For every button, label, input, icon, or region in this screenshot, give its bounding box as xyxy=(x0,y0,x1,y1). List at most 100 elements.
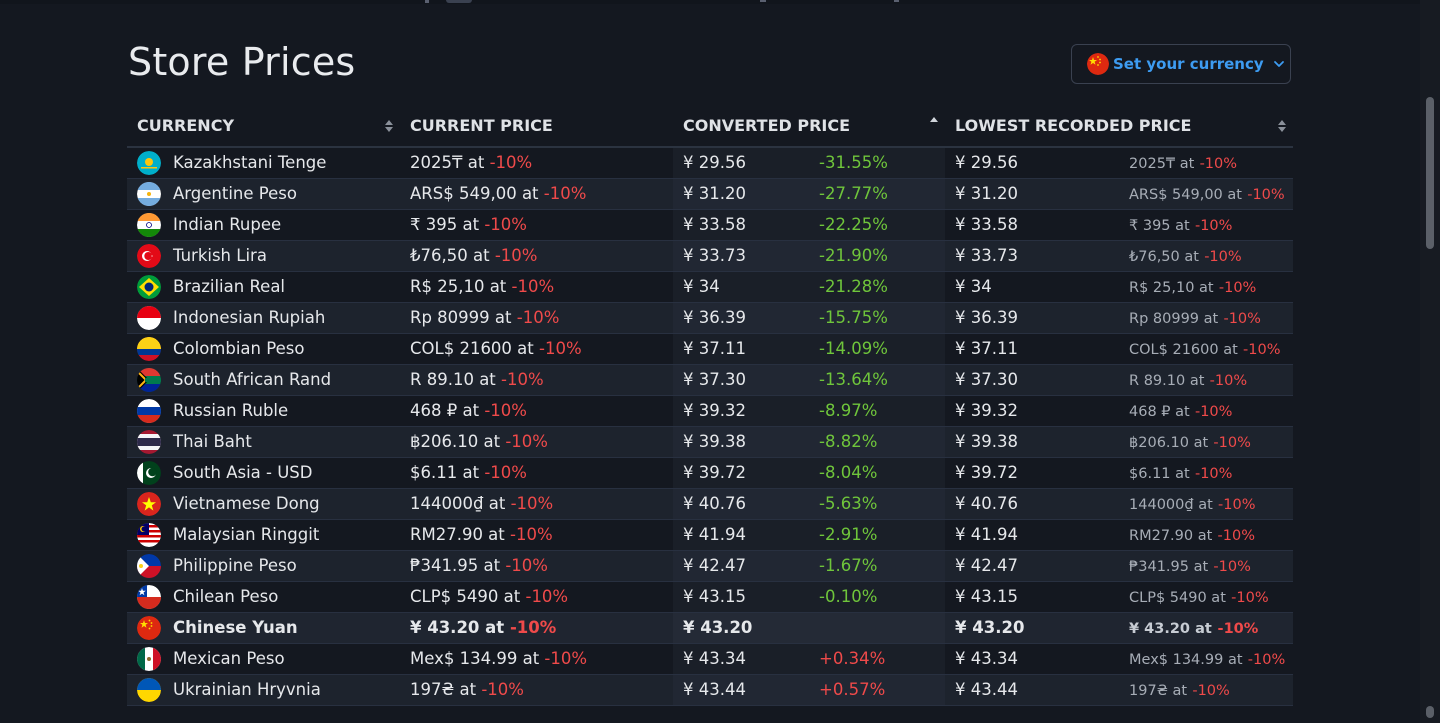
lowest-discount-badge: -10% xyxy=(1231,590,1269,606)
converted-price-cell: ¥ 43.34 xyxy=(673,643,809,675)
currency-name: Thai Baht xyxy=(173,432,252,451)
converted-price-cell: ¥ 37.30 xyxy=(673,364,809,396)
currency-cell: Thai Baht xyxy=(127,426,400,458)
currency-cell: Indonesian Rupiah xyxy=(127,302,400,334)
discount-badge: -10% xyxy=(516,308,560,327)
currency-name: South African Rand xyxy=(173,370,332,389)
lowest-discount-badge: -10% xyxy=(1247,187,1285,203)
sort-ascending-icon[interactable] xyxy=(929,116,939,126)
sort-icon[interactable] xyxy=(384,117,394,135)
brazil-flag-icon xyxy=(137,274,161,299)
discount-badge: -10% xyxy=(544,649,588,668)
converted-price: ¥ 41.94 xyxy=(683,525,746,544)
price-difference-cell: -8.82% xyxy=(809,426,946,458)
lowest-original-price: R$ 25,10 at xyxy=(1129,280,1214,296)
converted-price: ¥ 36.39 xyxy=(683,308,746,327)
current-price-cell: ARS$ 549,00 at -10% xyxy=(400,178,673,210)
currency-cell: Vietnamese Dong xyxy=(127,488,400,520)
lowest-price-cell: ¥ 39.72 xyxy=(945,457,1120,489)
lowest-original-price-cell: R$ 25,10 at -10% xyxy=(1119,271,1294,303)
currency-name: Mexican Peso xyxy=(173,649,285,668)
set-currency-label: Set your currency xyxy=(1113,55,1264,73)
discount-badge: -10% xyxy=(509,618,557,637)
converted-price: ¥ 40.76 xyxy=(683,494,746,513)
table-row: Turkish Lira ₺76,50 at -10% ¥ 33.73 -21.90%… xyxy=(127,240,1294,272)
price-difference-cell: -14.09% xyxy=(809,333,946,365)
current-price: 197₴ at xyxy=(410,680,477,699)
currency-name: Chinese Yuan xyxy=(173,618,298,637)
lowest-converted-price: ¥ 37.30 xyxy=(955,370,1018,389)
current-price: Rp 80999 at xyxy=(410,308,512,327)
lowest-original-price-cell: RM27.90 at -10% xyxy=(1119,519,1294,551)
current-price: $6.11 at xyxy=(410,463,480,482)
lowest-original-price: Rp 80999 at xyxy=(1129,311,1219,327)
converted-price-cell: ¥ 42.47 xyxy=(673,550,809,582)
currency-cell: Turkish Lira xyxy=(127,240,400,272)
converted-price: ¥ 33.58 xyxy=(683,215,746,234)
price-difference: -0.10% xyxy=(819,587,878,606)
scrollbar[interactable] xyxy=(1420,0,1440,723)
chevron-down-icon xyxy=(1273,61,1284,67)
lowest-original-price-cell: ARS$ 549,00 at -10% xyxy=(1119,178,1294,210)
set-currency-button[interactable]: Set your currency xyxy=(1071,44,1291,84)
lowest-original-price-cell: ¥ 43.20 at -10% xyxy=(1119,612,1294,644)
currency-cell: Chinese Yuan xyxy=(127,612,400,644)
lowest-price-cell: ¥ 42.47 xyxy=(945,550,1120,582)
sort-icon[interactable] xyxy=(1277,117,1287,135)
lowest-discount-badge: -10% xyxy=(1194,466,1233,482)
column-header-label: CURRENT PRICE xyxy=(410,115,553,135)
lowest-converted-price: ¥ 41.94 xyxy=(955,525,1018,544)
price-difference: -1.67% xyxy=(819,556,878,575)
price-difference: -15.75% xyxy=(819,308,888,327)
current-price: RM27.90 at xyxy=(410,525,505,544)
column-header-lowest-recorded-price[interactable]: LOWEST RECORDED PRICE xyxy=(945,104,1294,148)
lowest-converted-price: ¥ 43.34 xyxy=(955,649,1018,668)
lowest-original-price: ฿206.10 at xyxy=(1129,435,1209,451)
lowest-price-cell: ¥ 39.32 xyxy=(945,395,1120,427)
discount-badge: -10% xyxy=(525,587,569,606)
current-price: ฿206.10 at xyxy=(410,432,501,451)
discount-badge: -10% xyxy=(501,370,544,389)
converted-price-cell: ¥ 40.76 xyxy=(673,488,809,520)
price-difference-cell: -27.77% xyxy=(809,178,946,210)
lowest-original-price: $6.11 at xyxy=(1129,466,1190,482)
lowest-converted-price: ¥ 43.20 xyxy=(955,618,1025,637)
table-row: Thai Baht ฿206.10 at -10% ¥ 39.38 -8.82% ¥ 3… xyxy=(127,426,1294,458)
thailand-flag-icon xyxy=(137,429,161,454)
lowest-converted-price: ¥ 33.73 xyxy=(955,246,1018,265)
lowest-original-price: 197₴ at xyxy=(1129,683,1188,699)
lowest-discount-badge: -10% xyxy=(1213,559,1251,575)
price-difference: -8.04% xyxy=(819,463,878,482)
discount-badge: -10% xyxy=(543,184,587,203)
currency-name: Ukrainian Hryvnia xyxy=(173,680,321,699)
discount-badge: -10% xyxy=(505,432,548,451)
lowest-original-price: RM27.90 at xyxy=(1129,528,1213,544)
turkey-flag-icon xyxy=(137,243,161,268)
scrollbar-end xyxy=(1426,706,1434,718)
current-price-cell: RM27.90 at -10% xyxy=(400,519,673,551)
current-price: CLP$ 5490 at xyxy=(410,587,521,606)
column-header-currency[interactable]: CURRENCY xyxy=(127,104,400,148)
currency-name: Philippine Peso xyxy=(173,556,297,575)
column-header-converted-price[interactable]: CONVERTED PRICE xyxy=(673,104,946,148)
column-header-label: CURRENCY xyxy=(137,115,235,135)
currency-name: Indonesian Rupiah xyxy=(173,308,326,327)
lowest-converted-price: ¥ 42.47 xyxy=(955,556,1018,575)
pakistan-flag-icon xyxy=(137,460,161,485)
currency-cell: South Asia - USD xyxy=(127,457,400,489)
lowest-original-price: ₹ 395 at xyxy=(1129,218,1190,234)
lowest-price-cell: ¥ 33.73 xyxy=(945,240,1120,272)
lowest-converted-price: ¥ 43.15 xyxy=(955,587,1018,606)
price-difference-cell: -8.97% xyxy=(809,395,946,427)
currency-cell: Brazilian Real xyxy=(127,271,400,303)
current-price: ₱341.95 at xyxy=(410,556,501,575)
converted-price: ¥ 29.56 xyxy=(683,153,746,173)
current-price: ₹ 395 at xyxy=(410,215,480,234)
lowest-discount-badge: -10% xyxy=(1194,404,1233,420)
current-price: R$ 25,10 at xyxy=(410,277,507,296)
converted-price: ¥ 43.15 xyxy=(683,587,746,606)
scrollbar-thumb[interactable] xyxy=(1426,97,1434,249)
nav-fragment-mark xyxy=(425,0,429,3)
lowest-price-cell: ¥ 31.20 xyxy=(945,178,1120,210)
malaysia-flag-icon xyxy=(137,522,161,547)
